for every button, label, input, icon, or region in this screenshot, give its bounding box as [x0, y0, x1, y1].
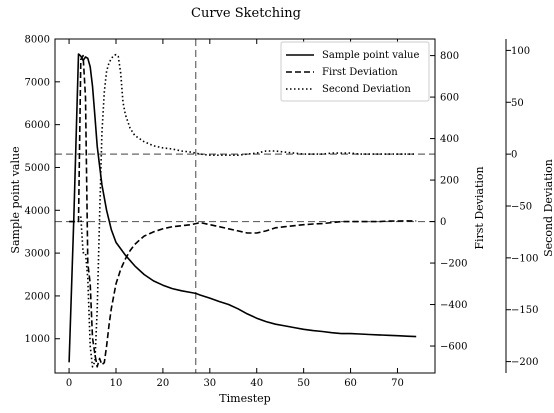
legend-frame: [280, 41, 430, 102]
x-tick-label: 60: [344, 378, 357, 389]
x-tick-label: 0: [66, 378, 72, 389]
x-tick-label: 20: [157, 378, 170, 389]
x-tick-label: 70: [391, 378, 404, 389]
y-right2-tick-label: −100: [511, 253, 538, 264]
legend: Sample point value First Deviation Secon…: [280, 41, 430, 102]
y-left-tick-label: 7000: [25, 77, 50, 88]
legend-label-second: Second Deviation: [322, 84, 411, 95]
x-tick-label: 40: [250, 378, 263, 389]
y-right1-tick-label: −600: [440, 342, 467, 353]
x-tick-label: 50: [297, 378, 310, 389]
y-right1-tick-label: 0: [440, 217, 446, 228]
y-right2-tick-label: −200: [511, 357, 538, 368]
y-right2-tick-label: −50: [511, 202, 532, 213]
y-left-tick-label: 2000: [25, 291, 50, 302]
series-line-first-deviation: [69, 54, 417, 368]
y-right1-axis-label: First Deviation: [473, 166, 486, 249]
y-left-tick-label: 3000: [25, 249, 50, 260]
chart-title: Curve Sketching: [191, 6, 301, 21]
y-right1-tick-label: 200: [440, 176, 459, 187]
reference-lines: [55, 39, 435, 373]
y-right2-tick-label: −150: [511, 305, 538, 316]
y-left-tick-label: 5000: [25, 163, 50, 174]
y-left-axis-label: Sample point value: [9, 146, 22, 253]
y-right2-tick-label: 50: [511, 98, 524, 109]
y-left-tick-label: 1000: [25, 334, 50, 345]
y-left-tick-label: 4000: [25, 206, 50, 217]
plot-frame: [54, 38, 436, 374]
axes-layer: 0 10 20 30 40 50 60 701000200030004000500060007…: [25, 35, 539, 390]
x-axis-label: Timestep: [219, 392, 270, 405]
legend-label-sample: Sample point value: [322, 50, 419, 61]
series-layer: [68, 53, 417, 368]
y-right2-tick-label: 100: [511, 46, 530, 57]
y-right2-tick-label: 0: [511, 150, 517, 161]
x-tick-label: 30: [203, 378, 216, 389]
y-right1-tick-label: 800: [440, 51, 459, 62]
y-right1-tick-label: −400: [440, 300, 467, 311]
y-right1-tick-label: −200: [440, 259, 467, 270]
series-line-sample-point-value: [68, 53, 417, 363]
legend-label-first: First Deviation: [322, 67, 398, 78]
y-left-tick-label: 8000: [25, 35, 50, 46]
y-right1-tick-label: 600: [440, 93, 459, 104]
x-tick-label: 10: [110, 378, 123, 389]
y-right2-axis-label: Second Deviation: [542, 159, 554, 257]
y-right1-tick-label: 400: [440, 134, 459, 145]
y-left-tick-label: 6000: [25, 120, 50, 131]
